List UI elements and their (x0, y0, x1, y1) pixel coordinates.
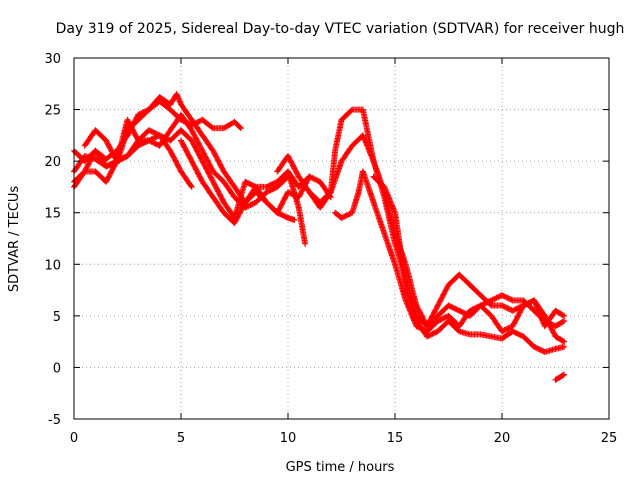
y-tick-label: 0 (53, 361, 61, 376)
x-tick-label: 15 (387, 431, 404, 446)
y-tick-label: 10 (44, 258, 61, 273)
x-tick-label: 20 (494, 431, 511, 446)
y-tick-label: 25 (44, 104, 61, 119)
x-tick-label: 5 (177, 431, 185, 446)
chart-title: Day 319 of 2025, Sidereal Day-to-day VTE… (56, 21, 625, 37)
data-trace (370, 173, 568, 355)
data-trace (285, 168, 309, 247)
data-trace (178, 137, 298, 226)
x-tick-label: 10 (280, 431, 297, 446)
plot-frame (73, 57, 610, 420)
data-trace (274, 132, 568, 330)
series-trace-11 (370, 173, 568, 355)
y-axis-label: SDTVAR / TECUs (7, 186, 22, 293)
series-trace-12 (552, 371, 568, 383)
data-trace (332, 168, 568, 335)
y-tick-label: -5 (48, 413, 61, 428)
x-axis-label: GPS time / hours (286, 460, 395, 475)
series-trace-7 (274, 132, 568, 330)
series-trace-9 (306, 106, 568, 345)
axis-ticks: 0 5 10 15 20 25 -5 0 5 10 15 20 25 30 (44, 52, 617, 446)
series-trace-6 (178, 137, 298, 226)
series-trace-8 (285, 168, 309, 247)
x-tick-label: 0 (70, 431, 78, 446)
grid (74, 58, 609, 419)
data-trace (552, 371, 568, 383)
y-tick-label: 5 (53, 310, 61, 325)
data-trace (306, 106, 568, 345)
y-tick-label: 20 (44, 155, 61, 170)
x-tick-label: 25 (601, 431, 618, 446)
y-tick-label: 15 (44, 207, 61, 222)
y-tick-label: 30 (44, 52, 61, 67)
series-trace-10 (332, 168, 568, 335)
data-series-group (71, 91, 568, 383)
